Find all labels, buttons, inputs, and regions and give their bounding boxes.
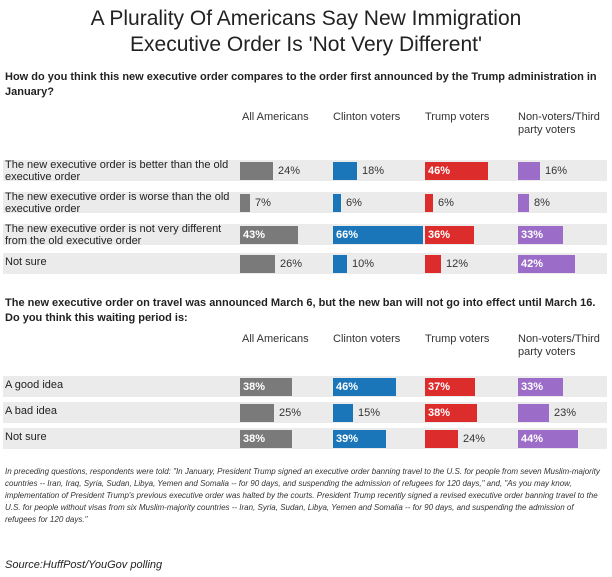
bar-all-americans	[240, 254, 275, 273]
data-label: 33%	[521, 380, 544, 393]
bar-trump-voters	[425, 225, 474, 244]
chart-title-line-1: A Plurality Of Americans Say New Immigra…	[90, 7, 522, 30]
bar-non-voters-third-party-voters	[518, 161, 540, 180]
bar-trump-voters	[425, 377, 475, 396]
data-label: 12%	[446, 257, 469, 270]
row-label: The new executive order is better than t…	[5, 159, 229, 183]
footnote: In preceding questions, respondents were…	[5, 467, 600, 524]
bar-non-voters-third-party-voters	[518, 193, 529, 212]
data-label: 36%	[428, 228, 451, 241]
data-label: 25%	[279, 406, 302, 419]
data-label: 38%	[243, 380, 266, 393]
bar-non-voters-third-party-voters	[518, 225, 563, 244]
row-background	[3, 253, 607, 274]
data-label: 44%	[521, 432, 544, 445]
data-label: 6%	[346, 196, 362, 209]
source-note: Source:HuffPost/YouGov polling	[5, 559, 163, 571]
row-background	[3, 192, 607, 213]
data-label: 37%	[428, 380, 451, 393]
row-label: A good idea	[5, 379, 64, 391]
bar-clinton-voters	[333, 225, 423, 244]
bar-trump-voters	[425, 429, 458, 448]
data-label: 42%	[521, 257, 544, 270]
column-header-3: Trump voters	[425, 111, 490, 123]
data-label: 24%	[463, 432, 486, 445]
bar-non-voters-third-party-voters	[518, 403, 549, 422]
bar-all-americans	[240, 429, 292, 448]
bar-non-voters-third-party-voters	[518, 377, 563, 396]
data-label: 8%	[534, 196, 550, 209]
column-header-1: All Americans	[242, 333, 309, 345]
data-label: 38%	[428, 406, 451, 419]
bar-all-americans	[240, 225, 298, 244]
data-label: 16%	[545, 164, 568, 177]
data-label: 33%	[521, 228, 544, 241]
row-label: The new executive order is worse than th…	[5, 191, 230, 215]
bar-trump-voters	[425, 403, 477, 422]
data-label: 7%	[255, 196, 271, 209]
bar-all-americans	[240, 377, 292, 396]
data-label: 43%	[243, 228, 266, 241]
data-label: 39%	[336, 432, 359, 445]
row-label: Not sure	[5, 431, 47, 443]
chart-title: A Plurality Of Americans Say New Immigra…	[0, 6, 612, 58]
column-header-2: Clinton voters	[333, 333, 401, 345]
column-header-3: Trump voters	[425, 333, 490, 345]
data-label: 66%	[336, 228, 359, 241]
data-label: 24%	[278, 164, 301, 177]
bar-trump-voters	[425, 161, 488, 180]
bar-clinton-voters	[333, 403, 353, 422]
data-label: 23%	[554, 406, 577, 419]
data-label: 38%	[243, 432, 266, 445]
data-label: 46%	[336, 380, 359, 393]
row-label: The new executive order is not very diff…	[5, 223, 222, 247]
bar-trump-voters	[425, 254, 441, 273]
bar-non-voters-third-party-voters	[518, 429, 578, 448]
data-label: 18%	[362, 164, 385, 177]
bar-clinton-voters	[333, 429, 386, 448]
bar-non-voters-third-party-voters	[518, 254, 575, 273]
bar-all-americans	[240, 403, 274, 422]
column-header-4: Non-voters/Third party voters	[518, 111, 600, 136]
question-1: How do you think this new executive orde…	[5, 71, 597, 98]
column-header-1: All Americans	[242, 111, 309, 123]
bar-trump-voters	[425, 193, 433, 212]
data-label: 15%	[358, 406, 381, 419]
bar-clinton-voters	[333, 377, 396, 396]
data-label: 26%	[280, 257, 303, 270]
row-label: A bad idea	[5, 405, 57, 417]
column-header-4: Non-voters/Third party voters	[518, 333, 600, 358]
data-label: 46%	[428, 164, 451, 177]
bar-all-americans	[240, 161, 273, 180]
question-2: The new executive order on travel was an…	[5, 297, 596, 324]
row-label: Not sure	[5, 256, 47, 268]
chart-title-line-2: Executive Order Is 'Not Very Different'	[130, 33, 482, 56]
bar-all-americans	[240, 193, 250, 212]
data-label: 6%	[438, 196, 454, 209]
bar-clinton-voters	[333, 254, 347, 273]
bar-clinton-voters	[333, 161, 357, 180]
bar-clinton-voters	[333, 193, 341, 212]
column-header-2: Clinton voters	[333, 111, 401, 123]
data-label: 10%	[352, 257, 375, 270]
